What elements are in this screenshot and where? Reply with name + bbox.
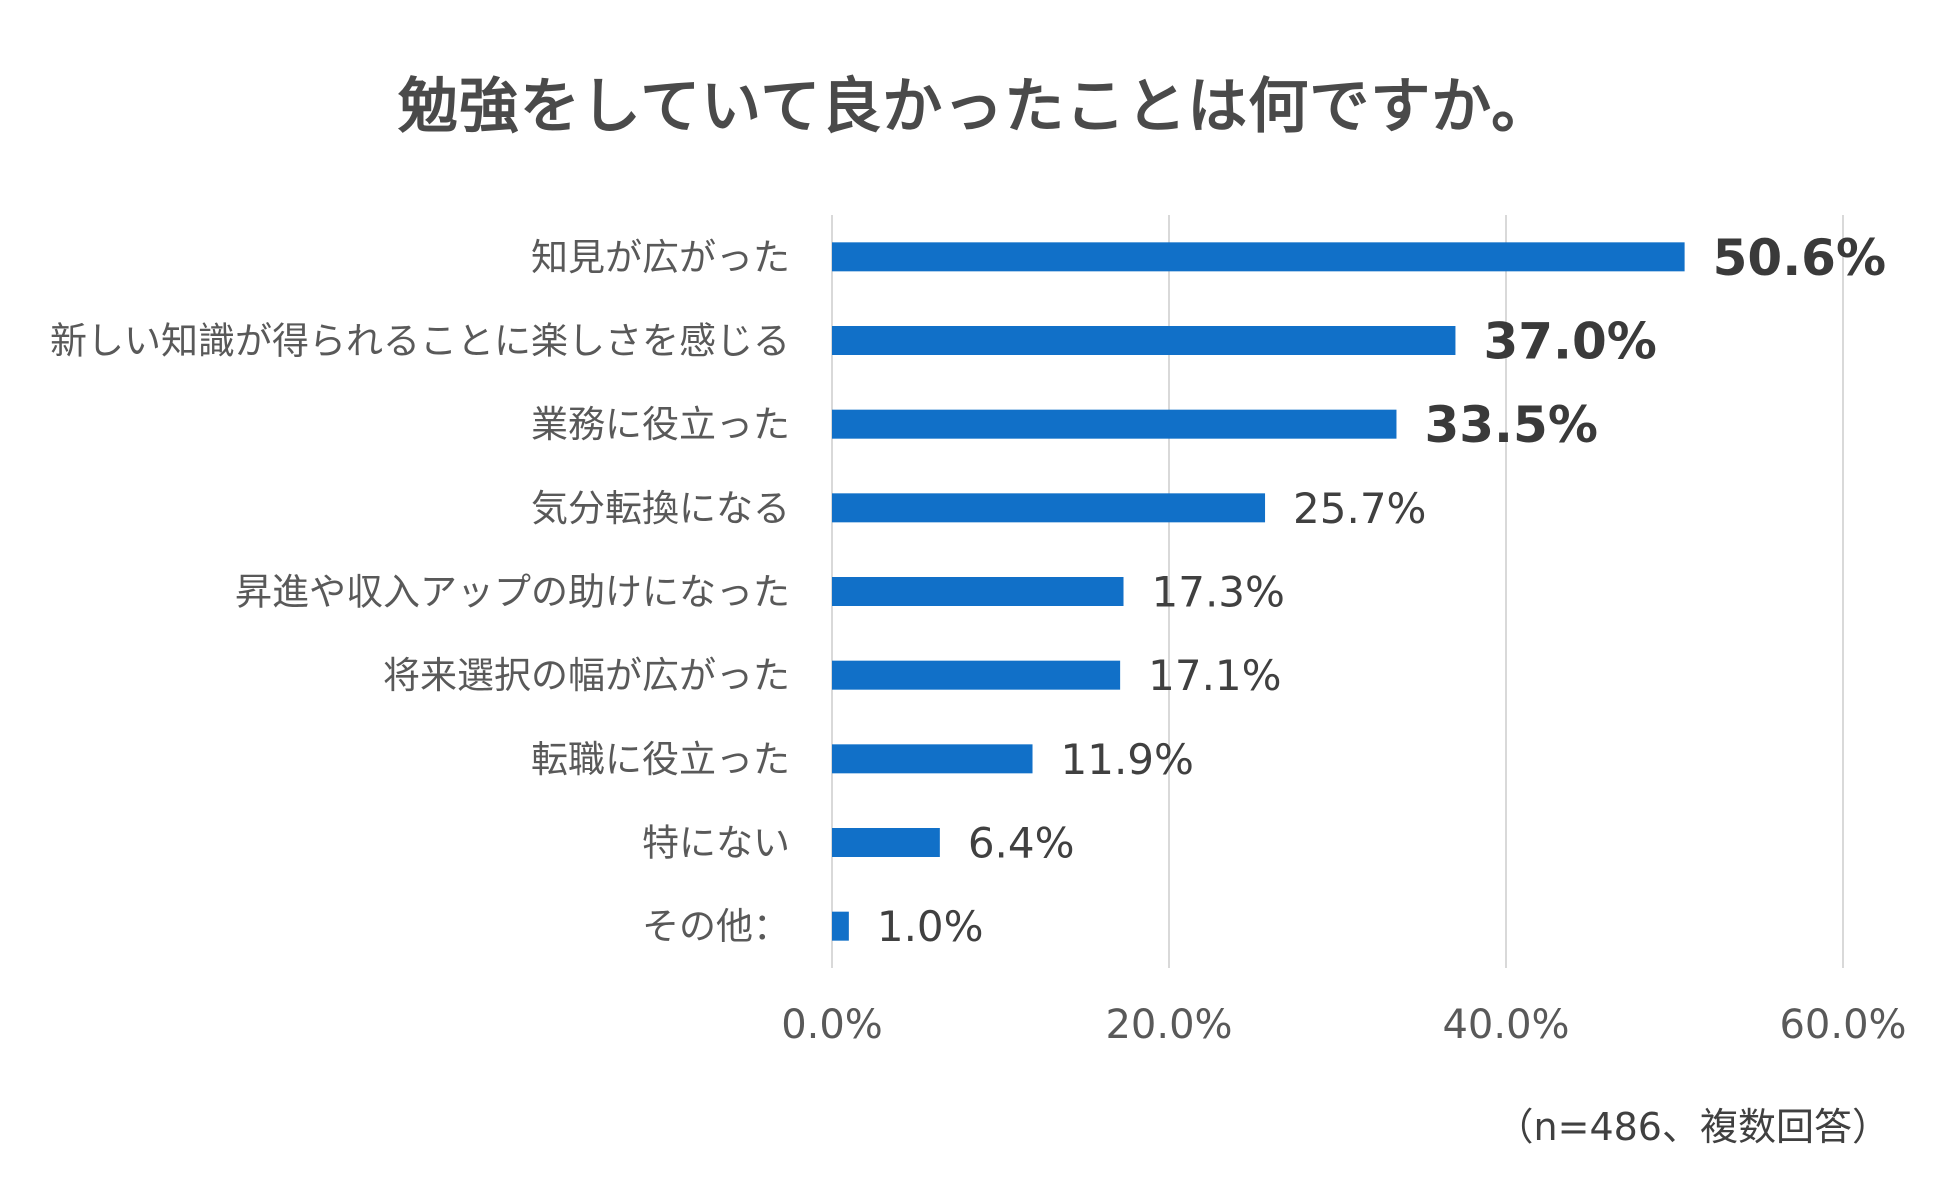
x-tick-label: 60.0% <box>1779 1002 1906 1048</box>
category-label: 昇進や収入アップの助けになった <box>235 571 790 614</box>
category-label: その他： <box>642 905 790 948</box>
x-tick-label: 40.0% <box>1442 1002 1569 1048</box>
data-label: 33.5% <box>1424 396 1597 454</box>
category-label: 将来選択の幅が広がった <box>383 654 790 697</box>
data-label: 37.0% <box>1483 313 1656 371</box>
category-label: 業務に役立った <box>531 403 790 446</box>
data-label: 11.9% <box>1061 735 1194 784</box>
bar <box>832 828 940 857</box>
chart-title: 勉強をしていて良かったことは何ですか。 <box>397 72 1553 142</box>
bar <box>832 493 1266 523</box>
data-label: 1.0% <box>877 902 984 951</box>
data-label: 6.4% <box>968 819 1075 868</box>
x-tick-label: 20.0% <box>1105 1002 1232 1048</box>
data-label: 17.3% <box>1152 568 1285 617</box>
category-label: 転職に役立った <box>531 738 790 781</box>
sample-note: （n=486、複数回答） <box>1495 1105 1890 1149</box>
data-label: 17.1% <box>1148 651 1281 700</box>
category-label: 気分転換になる <box>531 487 790 530</box>
category-label: 新しい知識が得られることに楽しさを感じる <box>50 320 790 363</box>
bar <box>832 911 849 941</box>
x-tick-label: 0.0% <box>781 1002 883 1048</box>
bar <box>832 577 1124 606</box>
bar <box>832 242 1685 272</box>
bar <box>832 660 1121 690</box>
data-label: 25.7% <box>1293 484 1426 533</box>
category-label: 特にない <box>642 822 790 865</box>
bar <box>832 744 1033 774</box>
bar <box>832 409 1397 439</box>
category-label: 知見が広がった <box>531 236 790 279</box>
data-label: 50.6% <box>1713 229 1886 287</box>
bar <box>832 326 1456 355</box>
